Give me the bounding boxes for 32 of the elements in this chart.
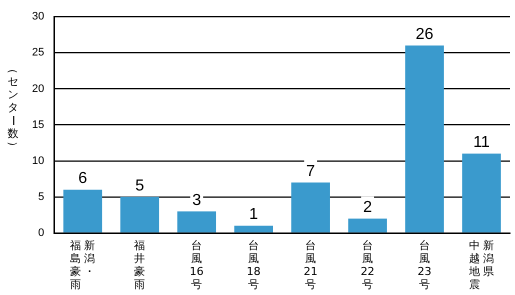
y-axis-title: （センター数） [6,62,20,154]
data-label: 3 [192,192,202,209]
y-tick-label: 0 [38,227,44,240]
bar [348,218,387,232]
x-tick-label: 台風18号 [246,239,261,291]
y-tick-label: 25 [32,46,44,59]
y-tick-label: 10 [32,154,44,167]
x-tick-label: 福井豪雨 [134,239,146,291]
data-label: 1 [249,206,258,224]
bar [120,196,160,232]
y-tick-label: 5 [38,190,44,203]
data-label: 11 [473,134,490,152]
data-label: 26 [416,26,434,43]
bar [234,226,274,232]
data-label: 2 [363,198,372,216]
bar [177,211,216,232]
x-tick-label: 台風23号 [418,239,432,291]
x-tick-label: 台風21号 [304,239,318,291]
category-label: 新潟県中越地震 [469,239,494,291]
data-label: 7 [306,162,316,180]
y-tick-label: 30 [32,10,44,23]
bar [63,190,102,232]
data-label: 6 [78,170,88,188]
bar [291,182,330,232]
x-tick-label: 台風22号 [360,239,375,291]
data-label: 5 [135,177,144,194]
y-tick-label: 15 [32,118,44,131]
category-label: 新潟・福島豪雨 [70,239,96,291]
bar [462,154,501,232]
bar [405,45,444,232]
x-tick-label: 台風16号 [190,239,204,291]
y-tick-label: 20 [32,82,44,95]
